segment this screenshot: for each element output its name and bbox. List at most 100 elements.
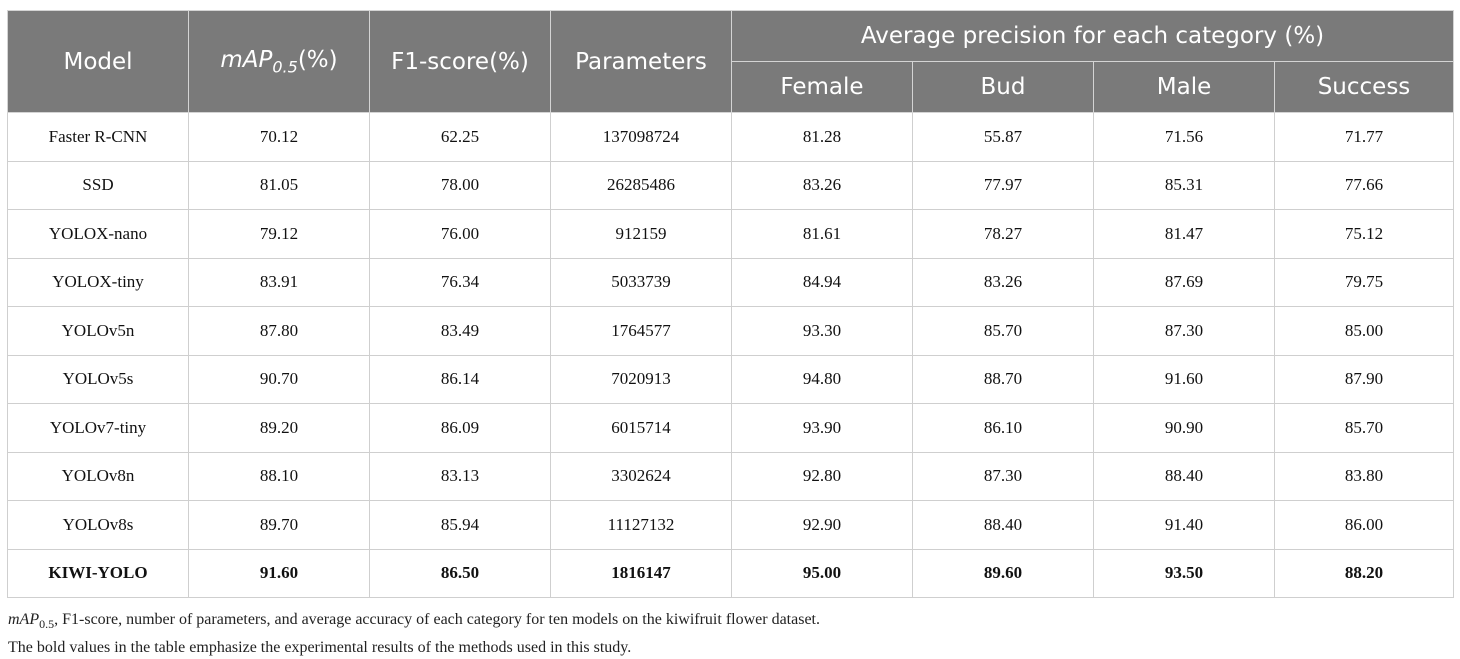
cell-success: 88.20 — [1274, 548, 1454, 598]
cell-f1: 83.13 — [369, 451, 551, 501]
header-success: Success — [1274, 61, 1454, 113]
table-body: Faster R-CNN 70.12 62.25 137098724 81.28… — [7, 112, 1454, 598]
header-female: Female — [731, 61, 913, 113]
header-map: mAP0.5(%) — [188, 10, 370, 113]
cell-model: Faster R-CNN — [7, 112, 189, 162]
cell-bud: 86.10 — [912, 403, 1094, 453]
cell-female: 93.90 — [731, 403, 913, 453]
cell-map: 89.20 — [188, 403, 370, 453]
footnote-bold-note: The bold values in the table emphasize t… — [8, 639, 632, 657]
cell-male: 91.60 — [1093, 354, 1275, 404]
cell-model: YOLOv7-tiny — [7, 403, 189, 453]
header-map-main: mAP — [220, 46, 273, 73]
header-avg-precision: Average precision for each category (%) — [731, 10, 1454, 62]
cell-map: 91.60 — [188, 548, 370, 598]
cell-f1: 76.34 — [369, 257, 551, 307]
cell-f1: 76.00 — [369, 209, 551, 259]
cell-model: YOLOv5n — [7, 306, 189, 356]
cell-f1: 85.94 — [369, 500, 551, 550]
table-row: YOLOv7-tiny 89.20 86.09 6015714 93.90 86… — [7, 403, 1454, 453]
header-params: Parameters — [550, 10, 732, 113]
cell-model: YOLOv5s — [7, 354, 189, 404]
cell-female: 84.94 — [731, 257, 913, 307]
cell-map: 88.10 — [188, 451, 370, 501]
cell-map: 87.80 — [188, 306, 370, 356]
header-male: Male — [1093, 61, 1275, 113]
cell-female: 94.80 — [731, 354, 913, 404]
cell-params: 5033739 — [550, 257, 732, 307]
cell-params: 7020913 — [550, 354, 732, 404]
table-row: SSD 81.05 78.00 26285486 83.26 77.97 85.… — [7, 160, 1454, 210]
cell-model: SSD — [7, 160, 189, 210]
table-row: YOLOv5n 87.80 83.49 1764577 93.30 85.70 … — [7, 306, 1454, 356]
footnote-description: mAP0.5, F1-score, number of parameters, … — [8, 608, 1453, 636]
table-header: Model mAP0.5(%) F1-score(%) Parameters A… — [7, 10, 1454, 113]
cell-map: 81.05 — [188, 160, 370, 210]
cell-success: 79.75 — [1274, 257, 1454, 307]
cell-male: 88.40 — [1093, 451, 1275, 501]
table-row: YOLOv5s 90.70 86.14 7020913 94.80 88.70 … — [7, 354, 1454, 404]
cell-success: 86.00 — [1274, 500, 1454, 550]
cell-params: 137098724 — [550, 112, 732, 162]
table-row: YOLOX-tiny 83.91 76.34 5033739 84.94 83.… — [7, 257, 1454, 307]
cell-map: 83.91 — [188, 257, 370, 307]
cell-params: 1816147 — [550, 548, 732, 598]
cell-map: 90.70 — [188, 354, 370, 404]
cell-bud: 85.70 — [912, 306, 1094, 356]
cell-success: 85.70 — [1274, 403, 1454, 453]
cell-male: 81.47 — [1093, 209, 1275, 259]
cell-female: 95.00 — [731, 548, 913, 598]
cell-f1: 78.00 — [369, 160, 551, 210]
header-map-sub: 0.5 — [272, 57, 298, 77]
footnote-description-text: , F1-score, number of parameters, and av… — [54, 611, 820, 628]
results-table-container: Model mAP0.5(%) F1-score(%) Parameters A… — [7, 10, 1454, 659]
cell-male: 90.90 — [1093, 403, 1275, 453]
cell-bud: 88.40 — [912, 500, 1094, 550]
cell-model: YOLOX-tiny — [7, 257, 189, 307]
cell-male: 91.40 — [1093, 500, 1275, 550]
cell-bud: 55.87 — [912, 112, 1094, 162]
cell-female: 81.28 — [731, 112, 913, 162]
footnote-map-main: mAP — [8, 611, 40, 628]
cell-female: 92.90 — [731, 500, 913, 550]
cell-success: 77.66 — [1274, 160, 1454, 210]
cell-male: 87.69 — [1093, 257, 1275, 307]
table-row-highlighted: KIWI-YOLO 91.60 86.50 1816147 95.00 89.6… — [7, 548, 1454, 598]
cell-bud: 77.97 — [912, 160, 1094, 210]
cell-model: KIWI-YOLO — [7, 548, 189, 598]
cell-bud: 89.60 — [912, 548, 1094, 598]
cell-success: 87.90 — [1274, 354, 1454, 404]
cell-f1: 62.25 — [369, 112, 551, 162]
table-row: YOLOv8s 89.70 85.94 11127132 92.90 88.40… — [7, 500, 1454, 550]
cell-f1: 86.14 — [369, 354, 551, 404]
cell-params: 11127132 — [550, 500, 732, 550]
cell-model: YOLOv8s — [7, 500, 189, 550]
cell-f1: 86.50 — [369, 548, 551, 598]
cell-bud: 87.30 — [912, 451, 1094, 501]
cell-f1: 83.49 — [369, 306, 551, 356]
cell-male: 71.56 — [1093, 112, 1275, 162]
cell-female: 92.80 — [731, 451, 913, 501]
cell-map: 89.70 — [188, 500, 370, 550]
header-model: Model — [7, 10, 189, 113]
table-row: YOLOv8n 88.10 83.13 3302624 92.80 87.30 … — [7, 451, 1454, 501]
cell-params: 26285486 — [550, 160, 732, 210]
cell-model: YOLOX-nano — [7, 209, 189, 259]
cell-bud: 78.27 — [912, 209, 1094, 259]
table-row: YOLOX-nano 79.12 76.00 912159 81.61 78.2… — [7, 209, 1454, 259]
cell-success: 71.77 — [1274, 112, 1454, 162]
cell-model: YOLOv8n — [7, 451, 189, 501]
results-table: Model mAP0.5(%) F1-score(%) Parameters A… — [7, 10, 1454, 598]
cell-male: 87.30 — [1093, 306, 1275, 356]
cell-bud: 88.70 — [912, 354, 1094, 404]
cell-params: 1764577 — [550, 306, 732, 356]
cell-map: 70.12 — [188, 112, 370, 162]
table-row: Faster R-CNN 70.12 62.25 137098724 81.28… — [7, 112, 1454, 162]
cell-success: 85.00 — [1274, 306, 1454, 356]
header-map-suffix: (%) — [297, 46, 338, 73]
header-bud: Bud — [912, 61, 1094, 113]
cell-params: 3302624 — [550, 451, 732, 501]
cell-female: 81.61 — [731, 209, 913, 259]
cell-params: 6015714 — [550, 403, 732, 453]
cell-params: 912159 — [550, 209, 732, 259]
